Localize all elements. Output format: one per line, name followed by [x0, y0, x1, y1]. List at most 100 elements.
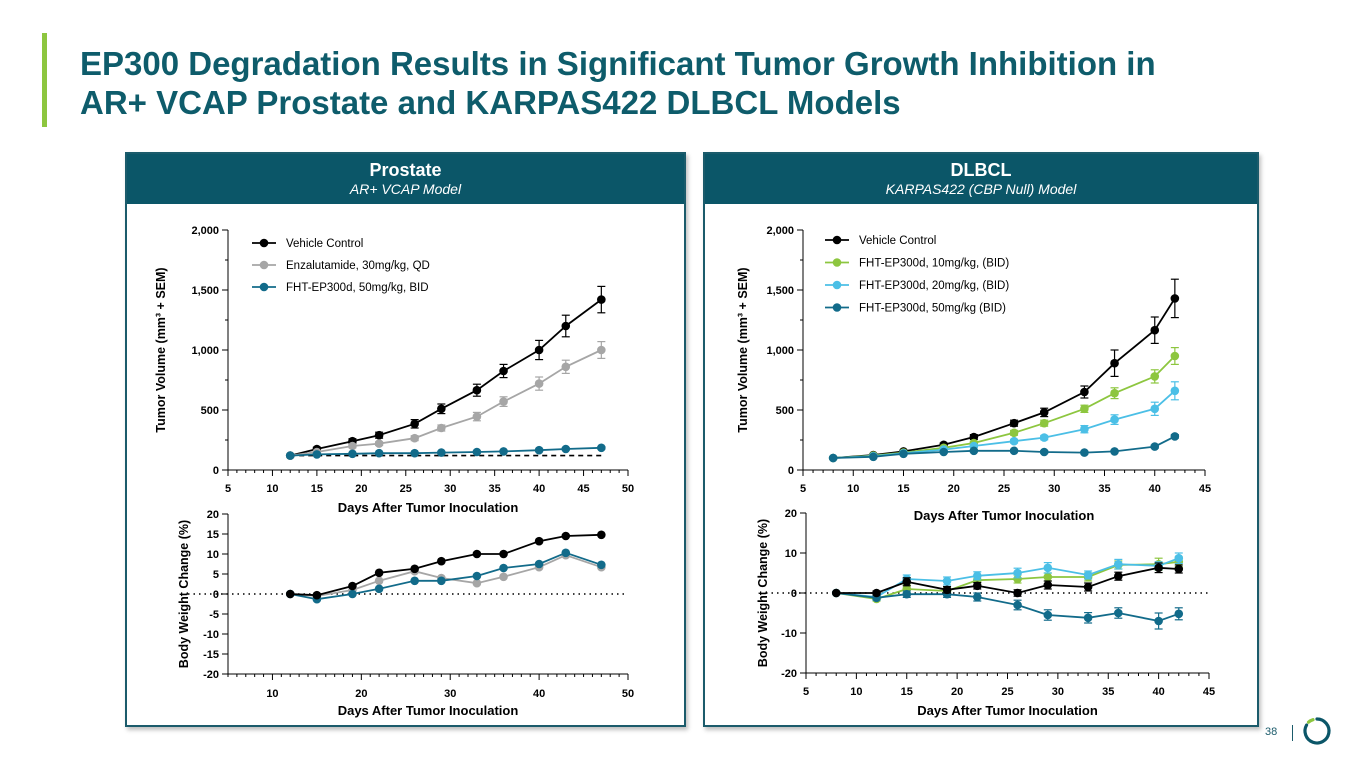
dlbcl-body-weight-chart: -20 -10 0 10 20 5 10 15 20 25 30 35 40 45 Days After T…: [756, 508, 1215, 718]
data-point: [410, 564, 419, 574]
data-point: [1170, 432, 1180, 441]
y-tick-label: 20: [207, 509, 219, 521]
data-point: [1114, 608, 1123, 618]
legend-swatch-marker: [259, 238, 269, 248]
x-tick-label: 10: [850, 686, 862, 698]
y-tick-label: 1,500: [766, 285, 794, 297]
x-tick-label: 30: [1048, 483, 1060, 495]
x-tick-label: 35: [1102, 686, 1114, 698]
x-tick-label: 25: [998, 483, 1010, 495]
x-tick-label: 20: [951, 686, 963, 698]
data-point: [348, 581, 357, 591]
data-point: [499, 447, 508, 456]
prostate-body-weight-chart: -20 -15 -10 -5 0 5 10 15 20 10 20 30 40 50 Days After …: [177, 509, 634, 718]
data-point: [472, 549, 482, 559]
data-point: [1114, 559, 1123, 569]
x-tick-label: 50: [622, 688, 634, 700]
dlbcl-panel-title: DLBCL: [950, 160, 1012, 180]
data-point: [437, 423, 446, 433]
data-point: [499, 563, 508, 573]
legend-label: FHT-EP300d, 10mg/kg, (BID): [859, 258, 1009, 270]
data-point: [472, 578, 482, 588]
data-point: [1170, 351, 1180, 361]
prostate-tumor-volume-chart: 0 500 1,000 1,500 2,000 5 10 15 20 25 30 35 40 45 50 Da…: [154, 225, 634, 515]
x-tick-label: 30: [1052, 686, 1064, 698]
data-point: [972, 581, 982, 591]
data-point: [1009, 436, 1019, 446]
x-tick-label: 25: [1001, 686, 1013, 698]
y-tick-label: -15: [203, 649, 219, 661]
data-point: [374, 448, 384, 458]
x-tick-label: 5: [225, 483, 231, 495]
series-line: [290, 298, 602, 457]
y-tick-label: 1,000: [766, 345, 794, 357]
y-axis-label: Tumor Volume (mm³ + SEM): [736, 267, 750, 432]
data-point: [942, 585, 952, 595]
series-fht-ep300d-50mg-kg-bid-: [831, 588, 1184, 630]
series-line: [836, 566, 1179, 594]
series-fht-ep300d-20mg-kg-bid-: [831, 552, 1184, 602]
series-line: [290, 349, 602, 457]
data-point: [899, 449, 908, 459]
data-point: [1009, 418, 1019, 428]
series-enzalutamide-30mg-kg-qd: [285, 550, 606, 601]
data-point: [499, 572, 508, 582]
x-tick-label: 40: [533, 688, 545, 700]
data-point: [1009, 446, 1019, 456]
data-point: [499, 397, 508, 406]
legend-label: FHT-EP300d, 50mg/kg (BID): [859, 303, 1006, 315]
series-fht-ep300d-50mg-kg-bid-: [828, 432, 1180, 463]
data-point: [534, 345, 544, 355]
data-point: [410, 419, 419, 429]
data-point: [1150, 372, 1160, 381]
data-point: [410, 448, 419, 458]
x-tick-label: 10: [266, 688, 278, 700]
data-point: [348, 441, 357, 451]
prostate-panel-subtitle: AR+ VCAP Model: [349, 181, 462, 197]
data-point: [1110, 388, 1119, 398]
data-point: [348, 449, 357, 459]
data-point: [969, 446, 979, 456]
data-point: [1043, 572, 1053, 582]
y-tick-label: 20: [785, 508, 797, 520]
x-tick-label: 45: [1203, 686, 1215, 698]
data-point: [597, 345, 606, 355]
data-point: [902, 577, 912, 587]
y-tick-label: 10: [785, 548, 797, 560]
data-point: [437, 556, 446, 566]
x-tick-label: 20: [355, 688, 367, 700]
title-accent-bar: [42, 33, 47, 127]
data-point: [472, 571, 482, 581]
y-tick-label: 5: [213, 569, 219, 581]
series-line: [833, 297, 1176, 459]
x-tick-label: 30: [444, 688, 456, 700]
page-title-line-1: EP300 Degradation Results in Significant…: [80, 45, 1156, 82]
legend-swatch-marker: [259, 260, 269, 270]
data-point: [312, 450, 322, 459]
y-axis-label: Body Weight Change (%): [756, 519, 770, 667]
data-point: [374, 584, 384, 594]
series-vehicle-control: [285, 530, 606, 600]
data-point: [1154, 563, 1163, 573]
data-point: [1039, 408, 1049, 417]
y-tick-label: -5: [209, 609, 219, 621]
footer-separator: [1292, 725, 1293, 741]
data-point: [410, 433, 419, 443]
data-point: [285, 451, 295, 460]
data-point: [597, 443, 606, 453]
data-point: [472, 412, 482, 421]
data-point: [1080, 404, 1089, 414]
legend-label: Vehicle Control: [859, 235, 936, 247]
series-fht-ep300d-50mg-kg-bid: [285, 443, 606, 460]
data-point: [534, 379, 544, 388]
legend-swatch-marker: [832, 280, 842, 290]
x-axis-label: Days After Tumor Inoculation: [914, 508, 1095, 523]
data-point: [561, 531, 571, 541]
page-title: EP300 Degradation Results in Significant…: [80, 44, 1280, 122]
y-axis-label: Tumor Volume (mm³ + SEM): [154, 267, 168, 432]
y-tick-label: -20: [203, 669, 219, 681]
legend-label: FHT-EP300d, 50mg/kg, BID: [286, 282, 429, 294]
y-tick-label: 10: [207, 549, 219, 561]
data-point: [499, 549, 508, 559]
legend-label: Vehicle Control: [286, 238, 363, 250]
